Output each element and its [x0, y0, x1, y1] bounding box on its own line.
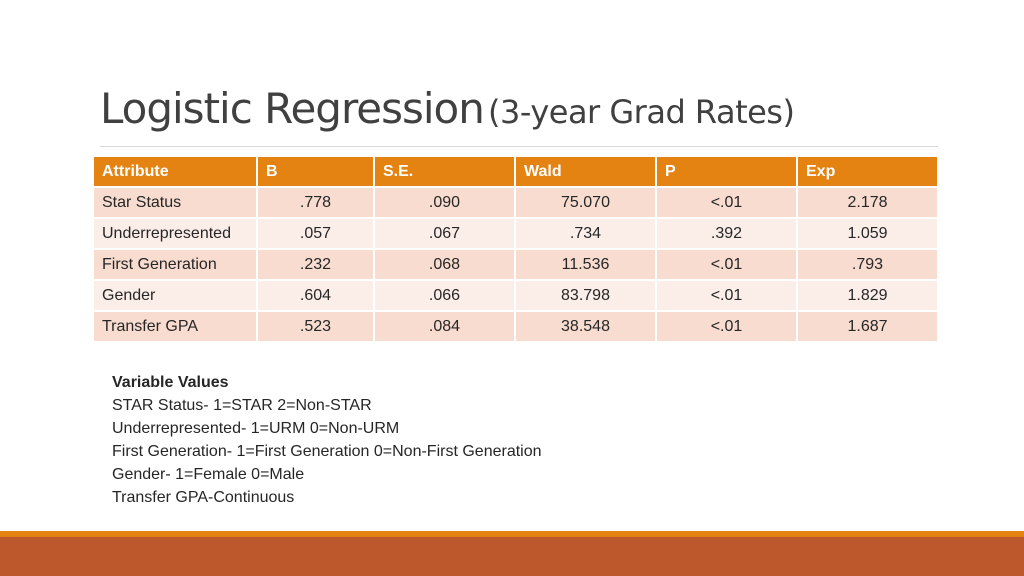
cell-exp: 1.829 [796, 279, 939, 312]
note-line-first-generation: First Generation- 1=First Generation 0=N… [112, 443, 542, 460]
cell-p: <.01 [655, 248, 798, 281]
notes-heading: Variable Values [112, 374, 229, 391]
cell-p: <.01 [655, 279, 798, 312]
cell-exp: 1.059 [796, 217, 939, 250]
cell-attribute: Underrepresented [92, 217, 258, 250]
note-line-gender: Gender- 1=Female 0=Male [112, 466, 305, 483]
cell-wald: .734 [514, 217, 657, 250]
regression-table: Attribute B S.E. Wald P Exp Star Status … [92, 155, 939, 343]
cell-se: .068 [373, 248, 516, 281]
cell-exp: 2.178 [796, 186, 939, 219]
note-line-star-status: STAR Status- 1=STAR 2=Non-STAR [112, 397, 372, 414]
slide-title-main: Logistic Regression [100, 84, 485, 133]
cell-exp: 1.687 [796, 310, 939, 343]
cell-wald: 11.536 [514, 248, 657, 281]
cell-b: .232 [256, 248, 375, 281]
footer-band [0, 537, 1024, 576]
title-divider [100, 146, 938, 147]
cell-b: .523 [256, 310, 375, 343]
table-row: Transfer GPA .523 .084 38.548 <.01 1.687 [92, 310, 939, 343]
column-header-attribute: Attribute [92, 155, 258, 188]
column-header-se: S.E. [373, 155, 516, 188]
column-header-p: P [655, 155, 798, 188]
cell-attribute: Transfer GPA [92, 310, 258, 343]
cell-se: .067 [373, 217, 516, 250]
cell-attribute: Gender [92, 279, 258, 312]
cell-exp: .793 [796, 248, 939, 281]
slide-title: Logistic Regression (3-year Grad Rates) [100, 84, 795, 133]
cell-se: .066 [373, 279, 516, 312]
table-row: Underrepresented .057 .067 .734 .392 1.0… [92, 217, 939, 250]
slide-title-subtitle: (3-year Grad Rates) [487, 93, 795, 131]
table-header-row: Attribute B S.E. Wald P Exp [92, 155, 939, 188]
variable-values-notes: Variable Values STAR Status- 1=STAR 2=No… [112, 371, 542, 509]
cell-wald: 38.548 [514, 310, 657, 343]
cell-wald: 83.798 [514, 279, 657, 312]
cell-b: .604 [256, 279, 375, 312]
column-header-exp: Exp [796, 155, 939, 188]
cell-p: <.01 [655, 186, 798, 219]
cell-b: .057 [256, 217, 375, 250]
cell-se: .084 [373, 310, 516, 343]
cell-attribute: Star Status [92, 186, 258, 219]
table-row: Gender .604 .066 83.798 <.01 1.829 [92, 279, 939, 312]
cell-p: <.01 [655, 310, 798, 343]
footer-accent-stripe [0, 531, 1024, 537]
cell-p: .392 [655, 217, 798, 250]
cell-wald: 75.070 [514, 186, 657, 219]
note-line-transfer-gpa: Transfer GPA-Continuous [112, 489, 295, 506]
note-line-underrepresented: Underrepresented- 1=URM 0=Non-URM [112, 420, 400, 437]
cell-attribute: First Generation [92, 248, 258, 281]
cell-se: .090 [373, 186, 516, 219]
column-header-wald: Wald [514, 155, 657, 188]
column-header-b: B [256, 155, 375, 188]
table-row: First Generation .232 .068 11.536 <.01 .… [92, 248, 939, 281]
cell-b: .778 [256, 186, 375, 219]
table-row: Star Status .778 .090 75.070 <.01 2.178 [92, 186, 939, 219]
